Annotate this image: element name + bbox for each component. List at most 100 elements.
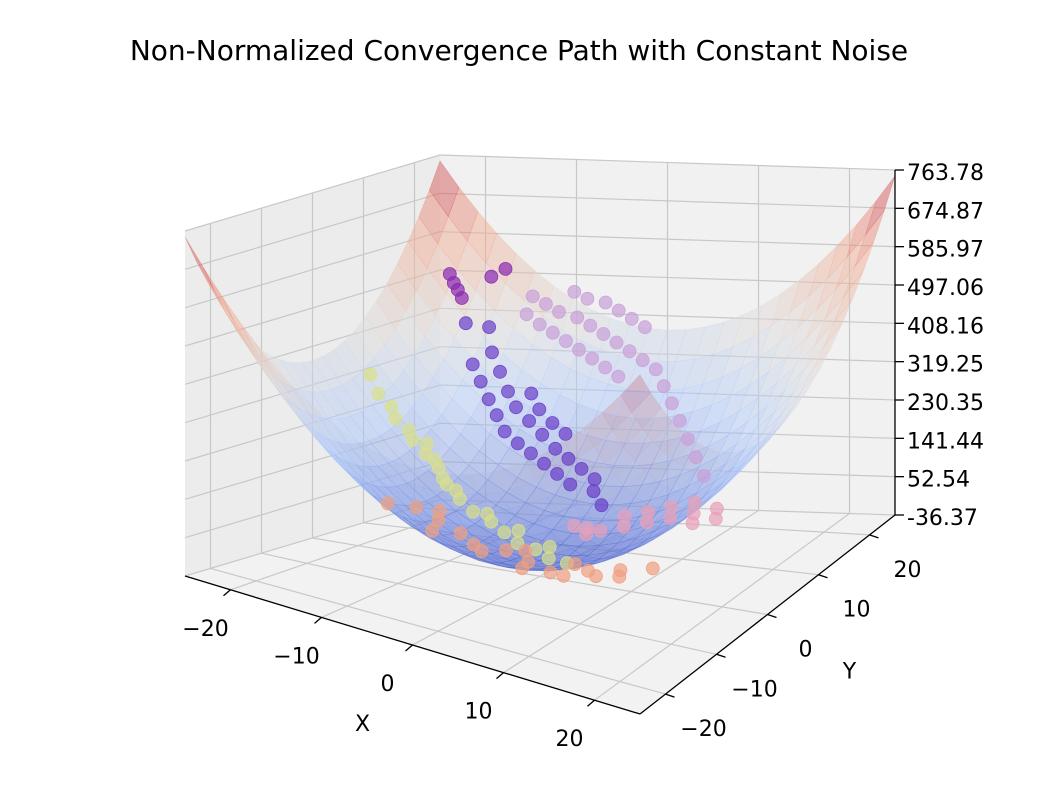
- surface-cell: [393, 503, 425, 522]
- data-point: [473, 374, 488, 389]
- surface-cell: [269, 354, 301, 391]
- surface-cell: [738, 371, 769, 413]
- surface-cell: [360, 404, 392, 437]
- data-point: [688, 450, 703, 465]
- surface-cell: [457, 464, 489, 493]
- surface-cell: [273, 384, 304, 424]
- surface-cell: [643, 415, 674, 444]
- grid-line: [439, 461, 896, 478]
- surface-cell: [312, 355, 343, 390]
- grid-line: [439, 307, 896, 324]
- y-tick-label: 10: [843, 598, 871, 623]
- data-point: [587, 472, 602, 487]
- surface-cell: [606, 487, 637, 512]
- surface-cell: [577, 552, 608, 563]
- surface-cell: [309, 413, 340, 452]
- surface-cell: [317, 416, 349, 445]
- surface-cell: [487, 464, 518, 493]
- surface-cell: [718, 459, 749, 488]
- surface-cell: [612, 412, 643, 447]
- z-tick-label: 408.16: [907, 314, 984, 339]
- surface-cell: [525, 487, 556, 511]
- surface-cell: [616, 388, 647, 419]
- y-tick: [869, 534, 879, 539]
- surface-cell: [521, 343, 552, 385]
- data-point: [558, 426, 573, 441]
- surface-cell: [632, 533, 663, 550]
- surface-cell: [587, 542, 620, 556]
- surface-cell: [344, 329, 375, 370]
- surface-cell: [459, 552, 490, 563]
- surface-cell: [664, 358, 696, 392]
- grid-line: [184, 269, 441, 347]
- data-point: [664, 396, 679, 411]
- surface-cell: [387, 495, 418, 521]
- surface-cell: [797, 278, 828, 328]
- surface-cell: [241, 324, 272, 372]
- surface-cell: [835, 234, 866, 290]
- surface-cell: [751, 292, 782, 339]
- surface-cell: [776, 338, 807, 384]
- data-point: [556, 569, 571, 583]
- surface-cell: [568, 545, 601, 556]
- data-point: [585, 351, 599, 366]
- surface-cell: [769, 401, 800, 440]
- surface-cell: [509, 503, 540, 525]
- surface-cell: [451, 379, 483, 418]
- x-tick: [405, 644, 413, 652]
- surface-cell: [271, 371, 302, 414]
- surface-cell: [593, 430, 624, 463]
- y-tick: [767, 613, 777, 619]
- surface-cell: [437, 216, 468, 269]
- surface-cell: [195, 259, 226, 312]
- surface-cell: [432, 358, 464, 400]
- surface-cell: [397, 240, 428, 292]
- surface-cell: [349, 467, 380, 498]
- data-point: [641, 504, 655, 519]
- surface-cell: [697, 434, 729, 468]
- surface-cell: [673, 383, 704, 417]
- surface-cell: [322, 349, 354, 386]
- grid-line: [184, 384, 441, 462]
- surface-cell: [758, 415, 790, 451]
- surface-cell: [596, 547, 627, 561]
- surface-cell: [422, 487, 454, 511]
- surface-cell: [691, 376, 723, 413]
- surface-cell: [656, 329, 687, 363]
- data-point: [518, 544, 533, 558]
- grid-line: [439, 269, 896, 286]
- surface-cell: [298, 392, 329, 433]
- surface-cell: [392, 460, 424, 489]
- surface-cell: [438, 447, 470, 479]
- data-point: [509, 400, 523, 415]
- surface-cell: [689, 421, 721, 455]
- surface-cell: [365, 460, 397, 492]
- data-point: [586, 484, 601, 499]
- grid-line: [439, 422, 896, 439]
- surface-cell: [237, 327, 268, 370]
- data-point: [497, 424, 512, 439]
- surface-cell: [224, 311, 256, 358]
- surface-cell: [332, 457, 363, 488]
- surface-cell: [292, 408, 323, 446]
- surface-cell: [551, 328, 582, 370]
- surface-cell: [422, 377, 453, 416]
- surface-cell: [336, 426, 367, 462]
- surface-cell: [430, 414, 461, 449]
- surface-cell: [324, 446, 355, 477]
- z-tick-label: 52.54: [907, 468, 970, 493]
- data-point: [579, 527, 594, 542]
- surface-cell: [400, 518, 431, 539]
- grid-line: [439, 346, 896, 363]
- surface-cell: [788, 262, 820, 314]
- surface-cell: [338, 450, 369, 484]
- surface-cell: [629, 525, 661, 540]
- surface-cell: [519, 518, 551, 537]
- surface-cell: [649, 474, 681, 501]
- surface-cell: [737, 436, 768, 467]
- surface-cell: [631, 392, 662, 429]
- data-point: [405, 433, 420, 447]
- surface-cell: [586, 555, 616, 566]
- surface-cell: [447, 186, 479, 242]
